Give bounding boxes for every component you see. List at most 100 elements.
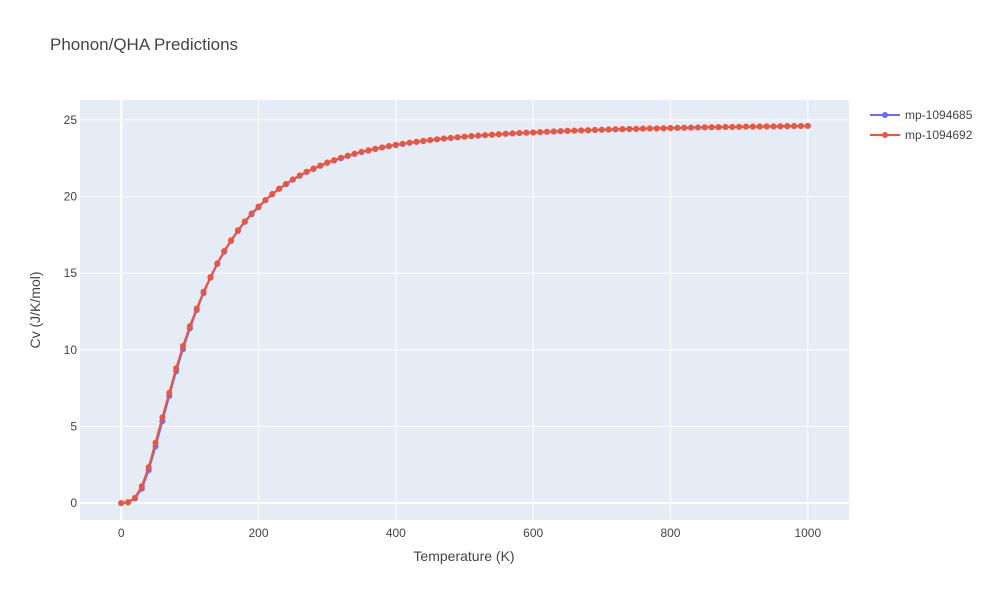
data-point[interactable] — [434, 136, 441, 143]
data-point[interactable] — [543, 128, 550, 135]
data-point[interactable] — [255, 203, 262, 210]
data-point[interactable] — [214, 260, 221, 267]
data-point[interactable] — [804, 122, 811, 129]
data-point[interactable] — [791, 123, 798, 130]
data-point[interactable] — [461, 133, 468, 140]
data-point[interactable] — [694, 124, 701, 131]
data-point[interactable] — [530, 129, 537, 136]
legend-item[interactable]: mp-1094685 — [870, 108, 973, 122]
data-point[interactable] — [653, 125, 660, 132]
data-point[interactable] — [179, 343, 186, 350]
data-point[interactable] — [310, 165, 317, 172]
data-point[interactable] — [392, 141, 399, 148]
data-point[interactable] — [640, 125, 647, 132]
data-point[interactable] — [331, 157, 338, 164]
data-point[interactable] — [701, 124, 708, 131]
data-point[interactable] — [166, 389, 173, 396]
data-point[interactable] — [351, 150, 358, 157]
data-point[interactable] — [482, 132, 489, 139]
data-point[interactable] — [688, 124, 695, 131]
data-point[interactable] — [228, 237, 235, 244]
data-point[interactable] — [722, 123, 729, 130]
data-point[interactable] — [241, 218, 248, 225]
data-point[interactable] — [248, 210, 255, 217]
data-point[interactable] — [358, 148, 365, 155]
data-point[interactable] — [145, 464, 152, 471]
data-point[interactable] — [585, 127, 592, 134]
data-point[interactable] — [399, 140, 406, 147]
data-point[interactable] — [207, 274, 214, 281]
data-point[interactable] — [516, 129, 523, 136]
data-point[interactable] — [372, 145, 379, 152]
data-point[interactable] — [729, 123, 736, 130]
data-point[interactable] — [646, 125, 653, 132]
data-point[interactable] — [317, 162, 324, 169]
data-point[interactable] — [674, 124, 681, 131]
data-point[interactable] — [269, 190, 276, 197]
data-point[interactable] — [550, 128, 557, 135]
data-point[interactable] — [784, 123, 791, 130]
data-point[interactable] — [612, 126, 619, 133]
data-point[interactable] — [626, 125, 633, 132]
data-point[interactable] — [413, 138, 420, 145]
data-point[interactable] — [365, 147, 372, 154]
data-point[interactable] — [159, 414, 166, 421]
data-point[interactable] — [289, 176, 296, 183]
data-point[interactable] — [736, 123, 743, 130]
data-point[interactable] — [186, 323, 193, 330]
legend[interactable]: mp-1094685 mp-1094692 — [870, 108, 973, 142]
data-point[interactable] — [708, 124, 715, 131]
data-point[interactable] — [262, 196, 269, 203]
data-point[interactable] — [633, 125, 640, 132]
data-point[interactable] — [605, 126, 612, 133]
data-point[interactable] — [743, 123, 750, 130]
data-point[interactable] — [427, 137, 434, 144]
data-point[interactable] — [715, 124, 722, 131]
data-point[interactable] — [296, 172, 303, 179]
data-point[interactable] — [756, 123, 763, 130]
data-point[interactable] — [379, 144, 386, 151]
data-point[interactable] — [440, 135, 447, 142]
data-point[interactable] — [495, 131, 502, 138]
data-point[interactable] — [475, 132, 482, 139]
data-point[interactable] — [557, 128, 564, 135]
data-point[interactable] — [598, 126, 605, 133]
data-point[interactable] — [797, 122, 804, 129]
data-point[interactable] — [564, 127, 571, 134]
data-point[interactable] — [770, 123, 777, 130]
data-point[interactable] — [537, 129, 544, 136]
data-point[interactable] — [234, 227, 241, 234]
data-point[interactable] — [523, 129, 530, 136]
data-point[interactable] — [447, 134, 454, 141]
data-point[interactable] — [125, 499, 132, 506]
data-point[interactable] — [660, 125, 667, 132]
data-point[interactable] — [488, 131, 495, 138]
data-point[interactable] — [571, 127, 578, 134]
data-point[interactable] — [131, 494, 138, 501]
data-point[interactable] — [173, 365, 180, 372]
data-point[interactable] — [276, 185, 283, 192]
data-point[interactable] — [138, 483, 145, 490]
data-point[interactable] — [303, 168, 310, 175]
data-point[interactable] — [385, 142, 392, 149]
data-point[interactable] — [282, 180, 289, 187]
data-point[interactable] — [468, 133, 475, 140]
legend-item[interactable]: mp-1094692 — [870, 128, 973, 142]
data-point[interactable] — [324, 159, 331, 166]
data-point[interactable] — [777, 123, 784, 130]
data-point[interactable] — [221, 247, 228, 254]
data-point[interactable] — [337, 154, 344, 161]
data-point[interactable] — [118, 500, 125, 507]
data-point[interactable] — [454, 134, 461, 141]
data-point[interactable] — [681, 124, 688, 131]
data-point[interactable] — [502, 130, 509, 137]
data-point[interactable] — [193, 305, 200, 312]
data-point[interactable] — [406, 139, 413, 146]
data-point[interactable] — [667, 125, 674, 132]
data-point[interactable] — [591, 126, 598, 133]
data-point[interactable] — [509, 130, 516, 137]
data-point[interactable] — [749, 123, 756, 130]
data-point[interactable] — [420, 137, 427, 144]
data-point[interactable] — [344, 152, 351, 159]
data-point[interactable] — [200, 288, 207, 295]
